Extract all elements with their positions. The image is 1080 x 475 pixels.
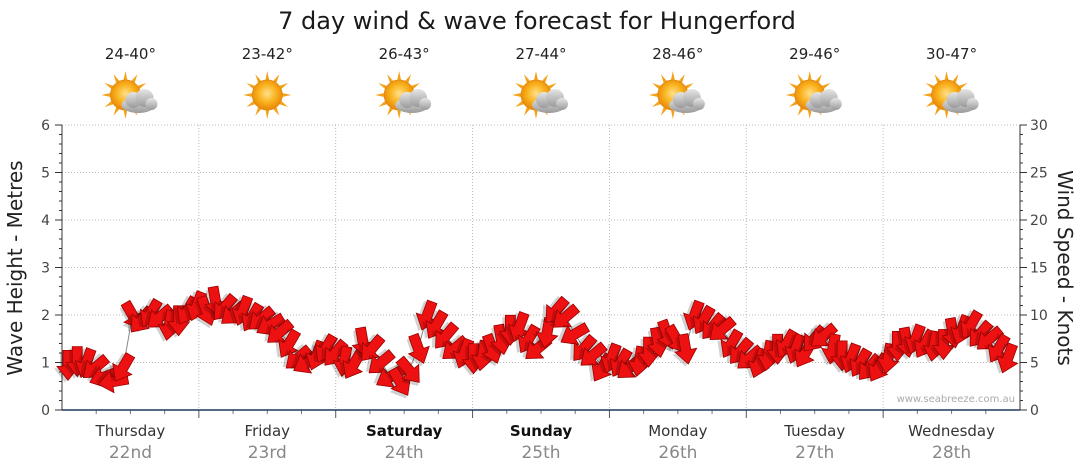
sun-cloud-icon: [785, 71, 842, 119]
temperature-range: 30-47°: [926, 45, 977, 63]
right-tick-label: 10: [1030, 308, 1048, 324]
wind-arrow: [973, 324, 1005, 350]
wind-arrow: [406, 332, 430, 367]
left-tick-label: 3: [41, 261, 50, 277]
daily-temperatures: 24-40° 23-42° 26-43° 27-44° 28-46° 29-46° 30-4…: [105, 45, 977, 63]
day-name-label: Tuesday: [783, 422, 845, 440]
right-axis-ticks: 0 5 10 15 20 25 30: [1020, 118, 1048, 419]
left-tick-label: 0: [41, 403, 50, 419]
day-date-label: 28th: [932, 443, 971, 463]
left-tick-label: 6: [41, 118, 50, 134]
wind-arrow: [275, 328, 302, 358]
right-tick-label: 20: [1030, 213, 1048, 229]
plot-area: 0 1 2 3 4 5 6 0 5 10 15 20 25 30 www.seabreeze.com.a…: [41, 118, 1048, 419]
day-date-label: 24th: [385, 443, 424, 463]
right-axis-title: Wind Speed - Knots: [1053, 170, 1077, 366]
sun-cloud-icon: [101, 71, 158, 119]
chart-title: 7 day wind & wave forecast for Hungerfor…: [278, 7, 796, 35]
day-date-label: 26th: [658, 443, 697, 463]
sun-cloud-icon: [375, 71, 432, 119]
temperature-range: 27-44°: [515, 45, 566, 63]
temperature-range: 23-42°: [242, 45, 293, 63]
sun-icon: [243, 71, 292, 119]
wind-arrow: [634, 336, 661, 370]
wind-arrow: [644, 326, 670, 360]
left-axis-ticks: 0 1 2 3 4 5 6: [41, 118, 62, 419]
wind-arrows: [54, 285, 1019, 399]
sun-cloud-icon: [922, 71, 979, 119]
wind-arrow: [706, 315, 737, 340]
wind-arrow: [339, 349, 366, 379]
temperature-range: 28-46°: [652, 45, 703, 63]
left-tick-label: 4: [41, 213, 50, 229]
right-tick-label: 5: [1030, 356, 1039, 372]
wind-arrow: [549, 303, 581, 328]
temperature-range: 29-46°: [789, 45, 840, 63]
day-name-label: Friday: [245, 422, 291, 440]
day-name-label: Wednesday: [908, 422, 995, 440]
wind-arrow: [557, 321, 591, 346]
sun-cloud-icon: [512, 71, 568, 119]
credit-text: www.seabreeze.com.au: [897, 394, 1015, 405]
wind-arrow: [807, 322, 839, 347]
temperature-range: 26-43°: [379, 45, 430, 63]
day-name-label: Sunday: [510, 422, 573, 440]
wind-arrow: [929, 329, 956, 362]
wind-arrow: [358, 333, 386, 362]
wind-arrow: [386, 366, 411, 399]
right-tick-label: 15: [1030, 261, 1048, 277]
day-labels: Thursday 22nd Friday 23rd Saturday 24th Sunday…: [95, 422, 996, 463]
weather-icons: [101, 71, 979, 119]
day-name-label: Thursday: [95, 422, 166, 440]
left-tick-label: 5: [41, 166, 50, 182]
left-tick-label: 2: [41, 308, 50, 324]
wind-arrow: [422, 309, 449, 339]
wind-arrow: [264, 318, 295, 343]
wind-arrow: [480, 332, 504, 367]
wind-arrow: [395, 355, 420, 386]
right-tick-label: 30: [1030, 118, 1048, 134]
wind-arrow: [505, 311, 531, 343]
wind-arrow: [532, 316, 559, 350]
wind-arrow: [672, 333, 698, 367]
wind-arrow: [109, 352, 136, 382]
left-tick-label: 1: [41, 356, 50, 372]
right-tick-label: 0: [1030, 403, 1039, 419]
day-date-label: 27th: [795, 443, 834, 463]
sun-cloud-icon: [648, 71, 705, 119]
day-date-label: 23rd: [248, 443, 287, 463]
wind-arrow: [431, 321, 460, 349]
wind-arrow: [194, 294, 218, 329]
wind-arrow: [577, 341, 608, 366]
day-name-label: Monday: [648, 422, 707, 440]
day-date-label: 25th: [521, 443, 560, 463]
wind-arrow: [993, 342, 1019, 374]
wind-arrow: [488, 323, 514, 357]
temperature-range: 24-40°: [105, 45, 156, 63]
right-tick-label: 25: [1030, 166, 1048, 182]
left-axis-title: Wave Height - Metres: [3, 160, 27, 375]
day-date-label: 22nd: [109, 443, 152, 463]
wind-arrow: [253, 311, 286, 336]
day-name-label: Saturday: [366, 422, 443, 440]
